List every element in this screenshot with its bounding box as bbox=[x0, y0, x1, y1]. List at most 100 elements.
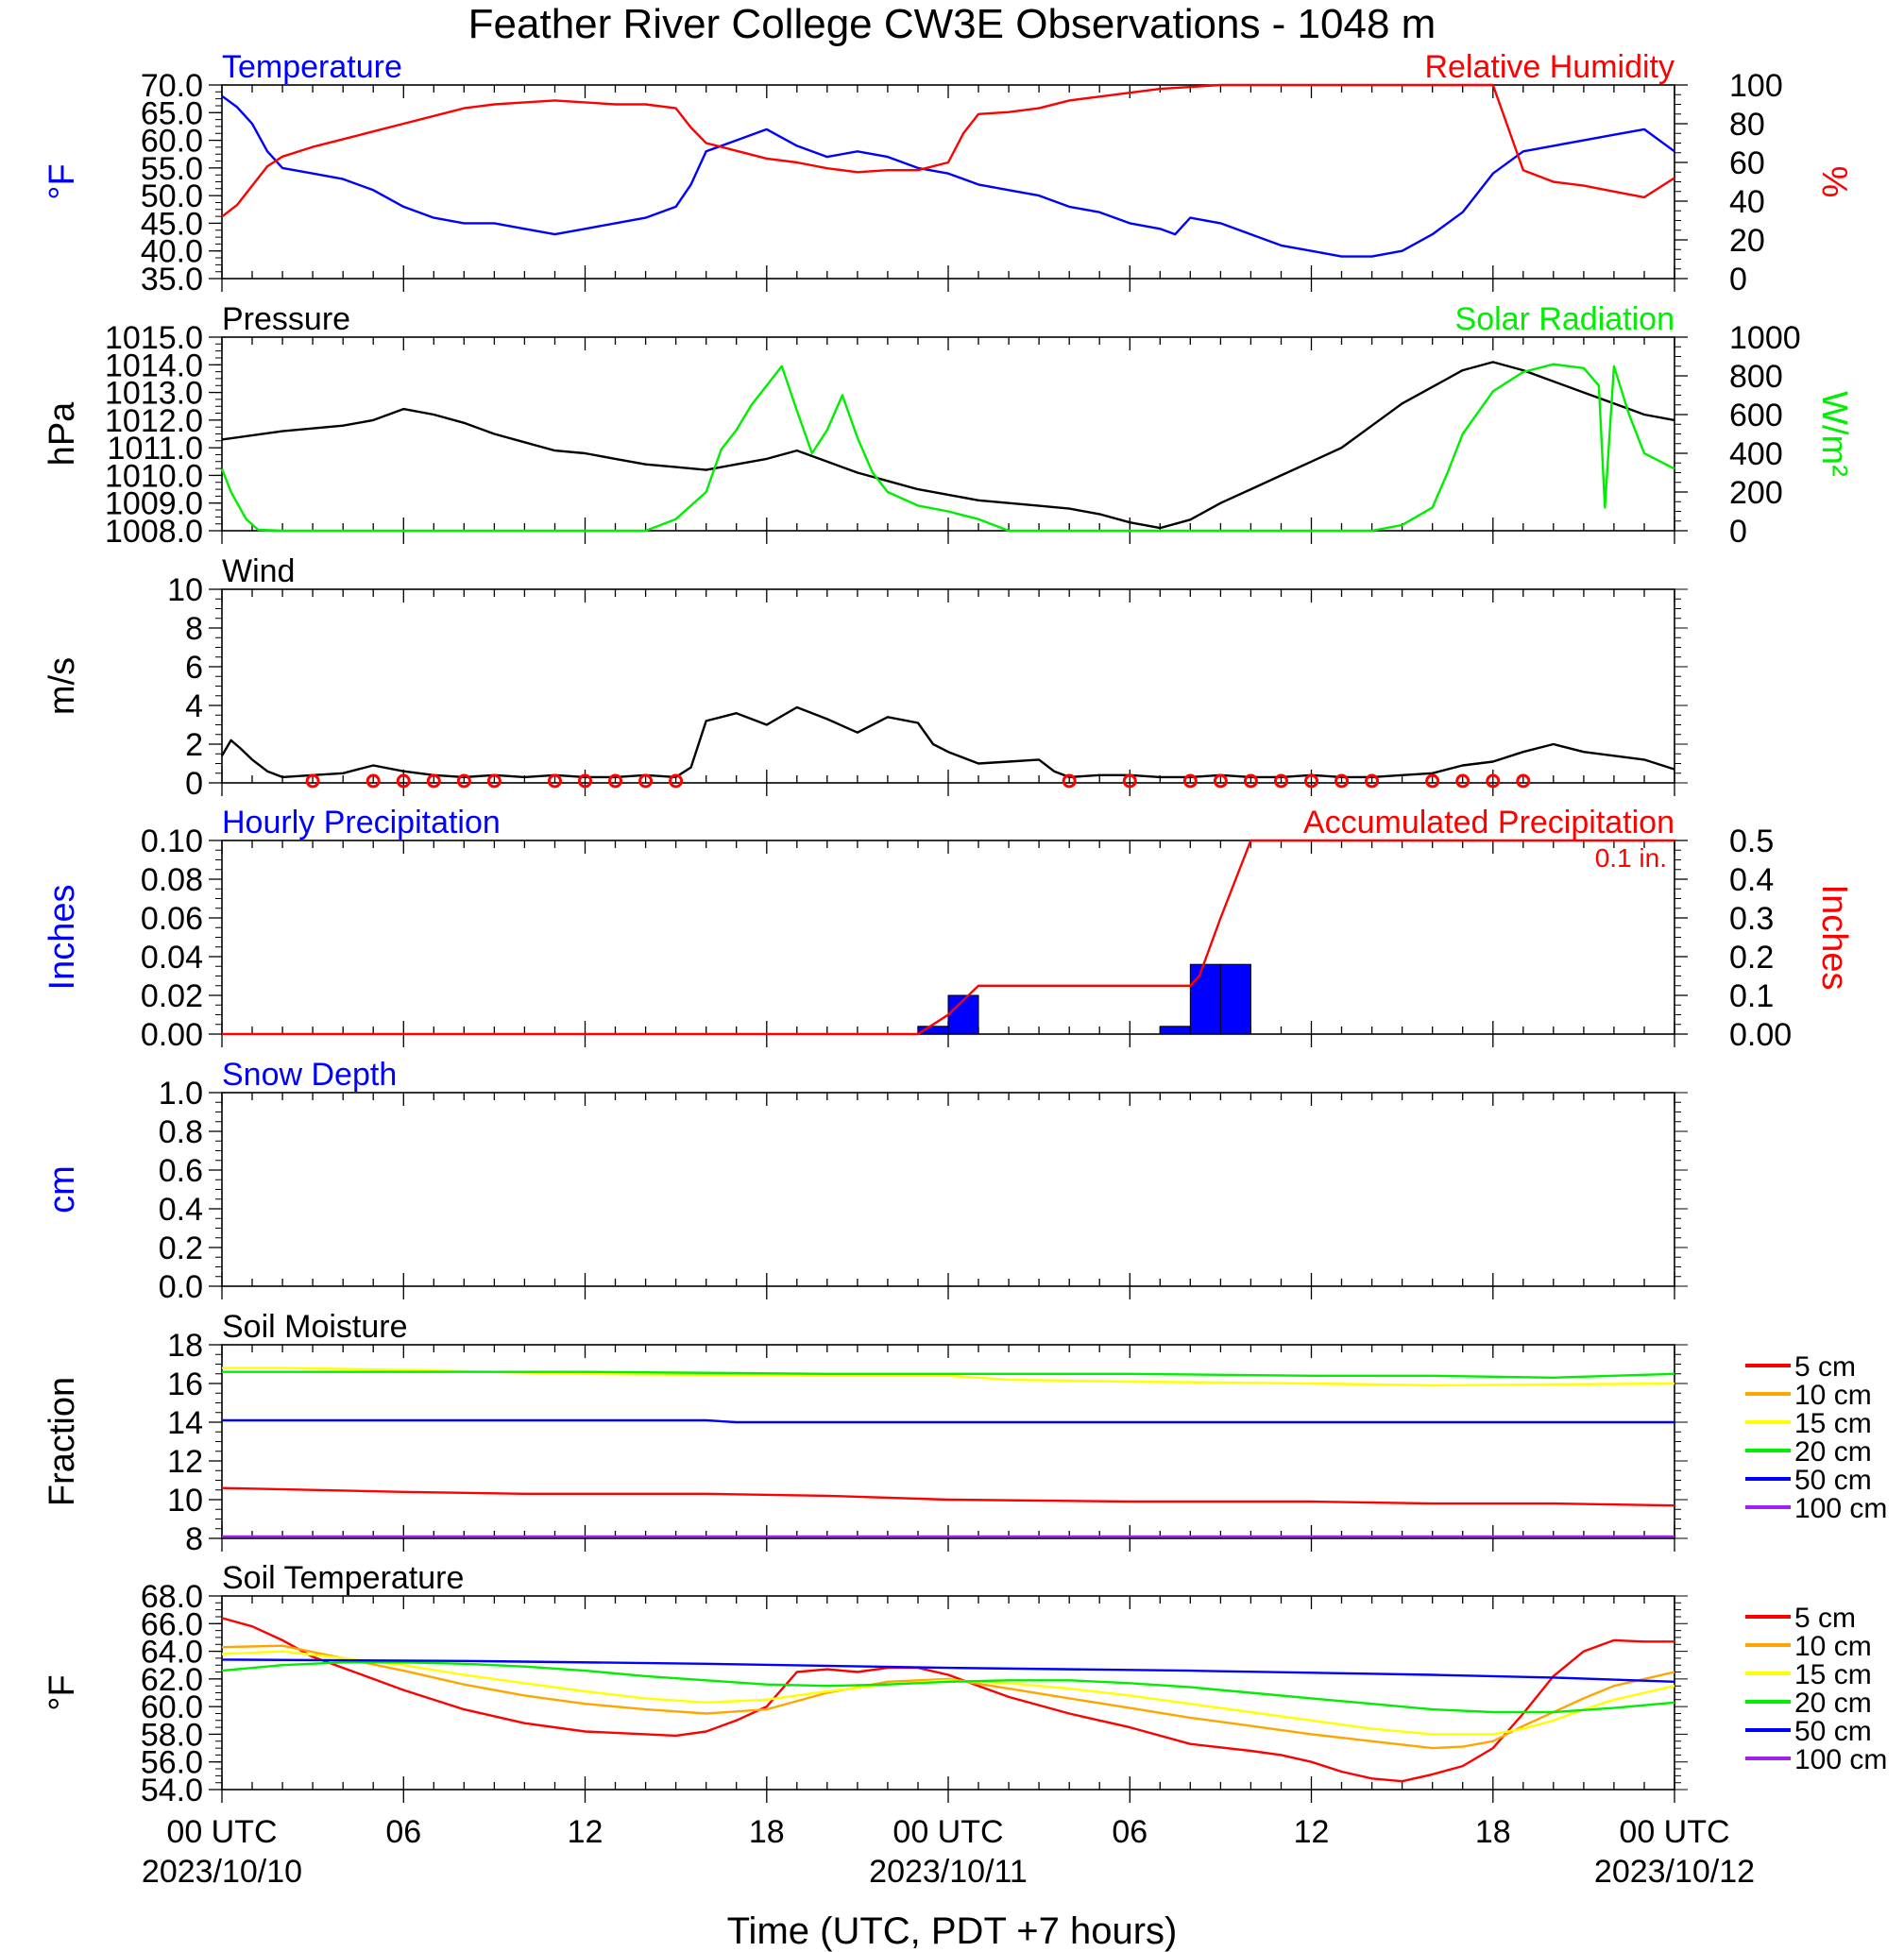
panel-title-right: Accumulated Precipitation bbox=[1303, 805, 1674, 840]
y-right-tick-label: 0.3 bbox=[1729, 901, 1774, 937]
y-tick-label: 0.4 bbox=[159, 1192, 203, 1228]
y-tick-label: 0.0 bbox=[159, 1269, 203, 1305]
y-tick-label: 62.0 bbox=[141, 1662, 203, 1698]
y-tick-label: 0 bbox=[185, 766, 203, 802]
major-ticks bbox=[221, 1538, 1675, 1552]
y-tick-label: 54.0 bbox=[141, 1773, 203, 1808]
legend-label: 100 cm bbox=[1794, 1744, 1887, 1775]
legend-label: 10 cm bbox=[1794, 1380, 1872, 1411]
y-right-tick-label: 80 bbox=[1729, 107, 1765, 143]
y-axis-label-left: Fraction bbox=[42, 1377, 82, 1506]
y-tick-label: 60.0 bbox=[141, 124, 203, 160]
calm-wind-marker bbox=[1365, 773, 1380, 789]
y-tick-label: 56.0 bbox=[141, 1745, 203, 1781]
panel-title-right: Relative Humidity bbox=[1424, 49, 1674, 85]
y-tick-label: 64.0 bbox=[141, 1635, 203, 1671]
legend-label: 50 cm bbox=[1794, 1465, 1872, 1496]
y-right-tick-label: 60 bbox=[1729, 145, 1765, 181]
x-tick-label: 06 bbox=[1112, 1814, 1148, 1850]
major-ticks bbox=[221, 531, 1675, 544]
y-tick-label: 0.00 bbox=[141, 1017, 203, 1053]
y-axis-label-right: % bbox=[1814, 166, 1854, 198]
y-right-minor-ticks bbox=[1674, 588, 1688, 784]
calm-wind-marker bbox=[547, 773, 562, 789]
calm-wind-marker bbox=[1182, 773, 1198, 789]
panel-title-left: Wind bbox=[222, 553, 295, 589]
legend-label: 5 cm bbox=[1794, 1603, 1856, 1634]
calm-wind-marker bbox=[1334, 773, 1350, 789]
series-line-50-cm bbox=[222, 1418, 1674, 1424]
y-tick-label: 35.0 bbox=[141, 262, 203, 297]
series-line-pressure bbox=[221, 361, 1675, 530]
y-right-tick-label: 200 bbox=[1729, 475, 1783, 511]
calm-wind-marker bbox=[1425, 773, 1440, 789]
panel-title-left: Soil Moisture bbox=[222, 1309, 408, 1345]
series-line-temperature bbox=[221, 94, 1675, 258]
hour-ticks bbox=[221, 1596, 1675, 1790]
calm-wind-marker bbox=[608, 773, 623, 789]
y-tick-label: 16 bbox=[167, 1366, 203, 1402]
hour-ticks bbox=[221, 1345, 1675, 1538]
panel-pressure: 1015.01014.01013.01012.01011.01010.01009… bbox=[42, 301, 1854, 550]
y-tick-label: 1008.0 bbox=[105, 514, 203, 550]
calm-wind-marker bbox=[366, 773, 381, 789]
y-tick-label: 45.0 bbox=[141, 206, 203, 242]
major-ticks bbox=[221, 783, 1675, 796]
y-tick-label: 40.0 bbox=[141, 234, 203, 270]
legend-label: 5 cm bbox=[1794, 1351, 1856, 1383]
y-axis-label-left: Inches bbox=[42, 885, 82, 991]
series-line-50-cm bbox=[221, 1658, 1675, 1683]
panel-title-left: Temperature bbox=[222, 49, 402, 85]
series-line-5-cm bbox=[221, 1486, 1675, 1507]
legend-label: 10 cm bbox=[1794, 1631, 1872, 1662]
panel-frame bbox=[221, 1595, 1675, 1791]
y-right-tick-label: 0.1 bbox=[1729, 978, 1774, 1014]
major-ticks bbox=[221, 1790, 1675, 1803]
x-tick-label: 06 bbox=[385, 1814, 421, 1850]
calm-wind-marker bbox=[305, 773, 320, 789]
calm-wind-marker bbox=[1213, 773, 1228, 789]
major-ticks bbox=[221, 279, 1675, 292]
y-right-minor-ticks bbox=[1674, 93, 1681, 280]
series-line-15-cm bbox=[221, 1650, 1675, 1736]
calm-wind-marker bbox=[1122, 773, 1137, 789]
y-tick-label: 8 bbox=[185, 611, 203, 647]
panel-frame bbox=[221, 336, 1675, 532]
panel-title-right: Solar Radiation bbox=[1455, 301, 1674, 337]
y-right-tick-label: 0.4 bbox=[1729, 862, 1774, 898]
x-date-label: 2023/10/11 bbox=[869, 1854, 1028, 1890]
y-tick-label: 0.02 bbox=[141, 978, 203, 1014]
calm-wind-marker bbox=[1304, 773, 1318, 789]
x-tick-label: 12 bbox=[1294, 1814, 1330, 1850]
series-line-15-cm bbox=[222, 1366, 1675, 1387]
y-tick-label: 1011.0 bbox=[108, 431, 203, 467]
y-tick-label: 55.0 bbox=[141, 151, 203, 187]
y-tick-label: 68.0 bbox=[141, 1579, 203, 1615]
series-line-20-cm bbox=[221, 1661, 1675, 1714]
y-tick-label: 1009.0 bbox=[105, 486, 203, 522]
calm-wind-marker bbox=[1243, 773, 1258, 789]
y-tick-label: 8 bbox=[185, 1521, 203, 1557]
y-minor-ticks bbox=[215, 1101, 222, 1287]
y-tick-label: 10 bbox=[167, 572, 203, 608]
major-ticks bbox=[221, 1286, 1675, 1299]
y-minor-ticks bbox=[215, 1602, 222, 1791]
legend-label: 15 cm bbox=[1794, 1659, 1872, 1690]
y-axis-label-left: m/s bbox=[42, 657, 82, 715]
y-tick-label: 0.04 bbox=[141, 940, 203, 976]
y-right-minor-ticks bbox=[1674, 849, 1681, 1035]
calm-wind-marker bbox=[1273, 773, 1288, 789]
panel-hourly-precipitation: 0.100.080.060.040.020.000.50.40.30.20.10… bbox=[42, 805, 1854, 1053]
y-minor-ticks bbox=[215, 343, 222, 532]
y-right-tick-label: 40 bbox=[1729, 184, 1765, 220]
y-tick-label: 0.06 bbox=[141, 901, 203, 937]
series-line-wind-speed bbox=[220, 705, 1675, 779]
calm-wind-marker bbox=[669, 773, 684, 789]
y-tick-label: 12 bbox=[167, 1444, 203, 1480]
series-line-relative-humidity bbox=[221, 83, 1675, 218]
y-tick-label: 10 bbox=[167, 1483, 203, 1519]
y-right-tick-label: 400 bbox=[1729, 436, 1783, 472]
y-tick-label: 1010.0 bbox=[105, 458, 203, 494]
